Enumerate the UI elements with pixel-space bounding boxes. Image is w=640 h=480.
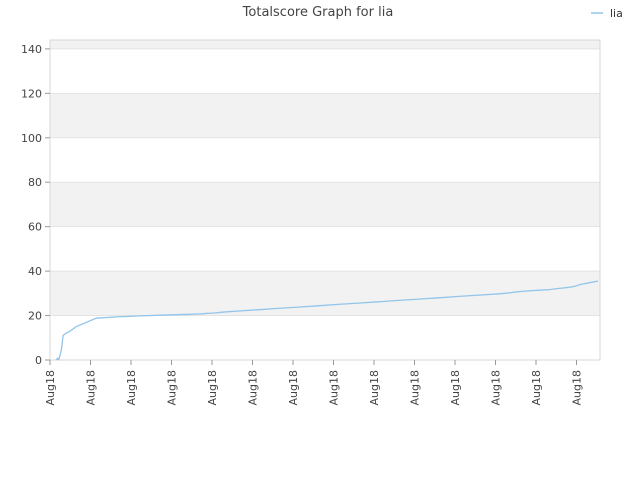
x-tick-label: Aug18 — [409, 370, 422, 405]
legend-label: lia — [610, 7, 623, 20]
y-tick-label: 40 — [28, 265, 42, 278]
x-tick-label: Aug18 — [328, 370, 341, 405]
x-tick-label: Aug18 — [287, 370, 300, 405]
x-tick-label: Aug18 — [571, 370, 584, 405]
x-tick-label: Aug18 — [530, 370, 543, 405]
plot-bands — [50, 40, 600, 360]
plot-band — [50, 182, 600, 227]
y-tick-label: 60 — [28, 221, 42, 234]
series-layer — [55, 280, 599, 361]
y-axis: 0 20 40 60 80 100 120 140 — [21, 43, 50, 367]
plot-band — [50, 226, 600, 272]
y-tick-label: 120 — [21, 87, 42, 100]
plot-band — [50, 48, 600, 94]
x-axis: Aug18 Aug18 Aug18 Aug18 Aug18 Aug18 Aug18 Aug18… — [44, 360, 584, 405]
x-tick-label: Aug18 — [85, 370, 98, 405]
x-tick-label: Aug18 — [206, 370, 219, 405]
y-tick-label: 20 — [28, 310, 42, 323]
x-tick-label: Aug18 — [44, 370, 57, 405]
chart-title: Totalscore Graph for lia — [242, 5, 394, 20]
x-tick-label: Aug18 — [490, 370, 503, 405]
y-tick-label: 0 — [35, 354, 42, 367]
y-tick-label: 80 — [28, 176, 42, 189]
x-tick-label: Aug18 — [125, 370, 138, 405]
x-tick-label: Aug18 — [449, 370, 462, 405]
plot-band — [50, 93, 600, 138]
x-tick-label: Aug18 — [166, 370, 179, 405]
x-tick-label: Aug18 — [247, 370, 260, 405]
legend: lia — [591, 7, 623, 20]
series-line-lia — [55, 280, 599, 361]
plot-frame — [49, 39, 601, 361]
plot-band — [50, 137, 600, 183]
x-tick-label: Aug18 — [368, 370, 381, 405]
y-tick-label: 140 — [21, 43, 42, 56]
plot-band — [50, 271, 600, 316]
plot-band — [50, 315, 600, 360]
plot-band — [50, 40, 600, 49]
y-tick-label: 100 — [21, 132, 42, 145]
